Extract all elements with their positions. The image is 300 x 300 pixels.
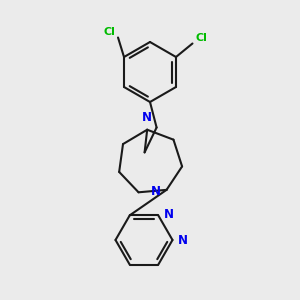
Text: N: N [178, 233, 188, 247]
Text: N: N [151, 185, 161, 198]
Text: N: N [142, 111, 152, 124]
Text: Cl: Cl [196, 33, 207, 43]
Text: N: N [164, 208, 174, 221]
Text: Cl: Cl [104, 27, 116, 37]
